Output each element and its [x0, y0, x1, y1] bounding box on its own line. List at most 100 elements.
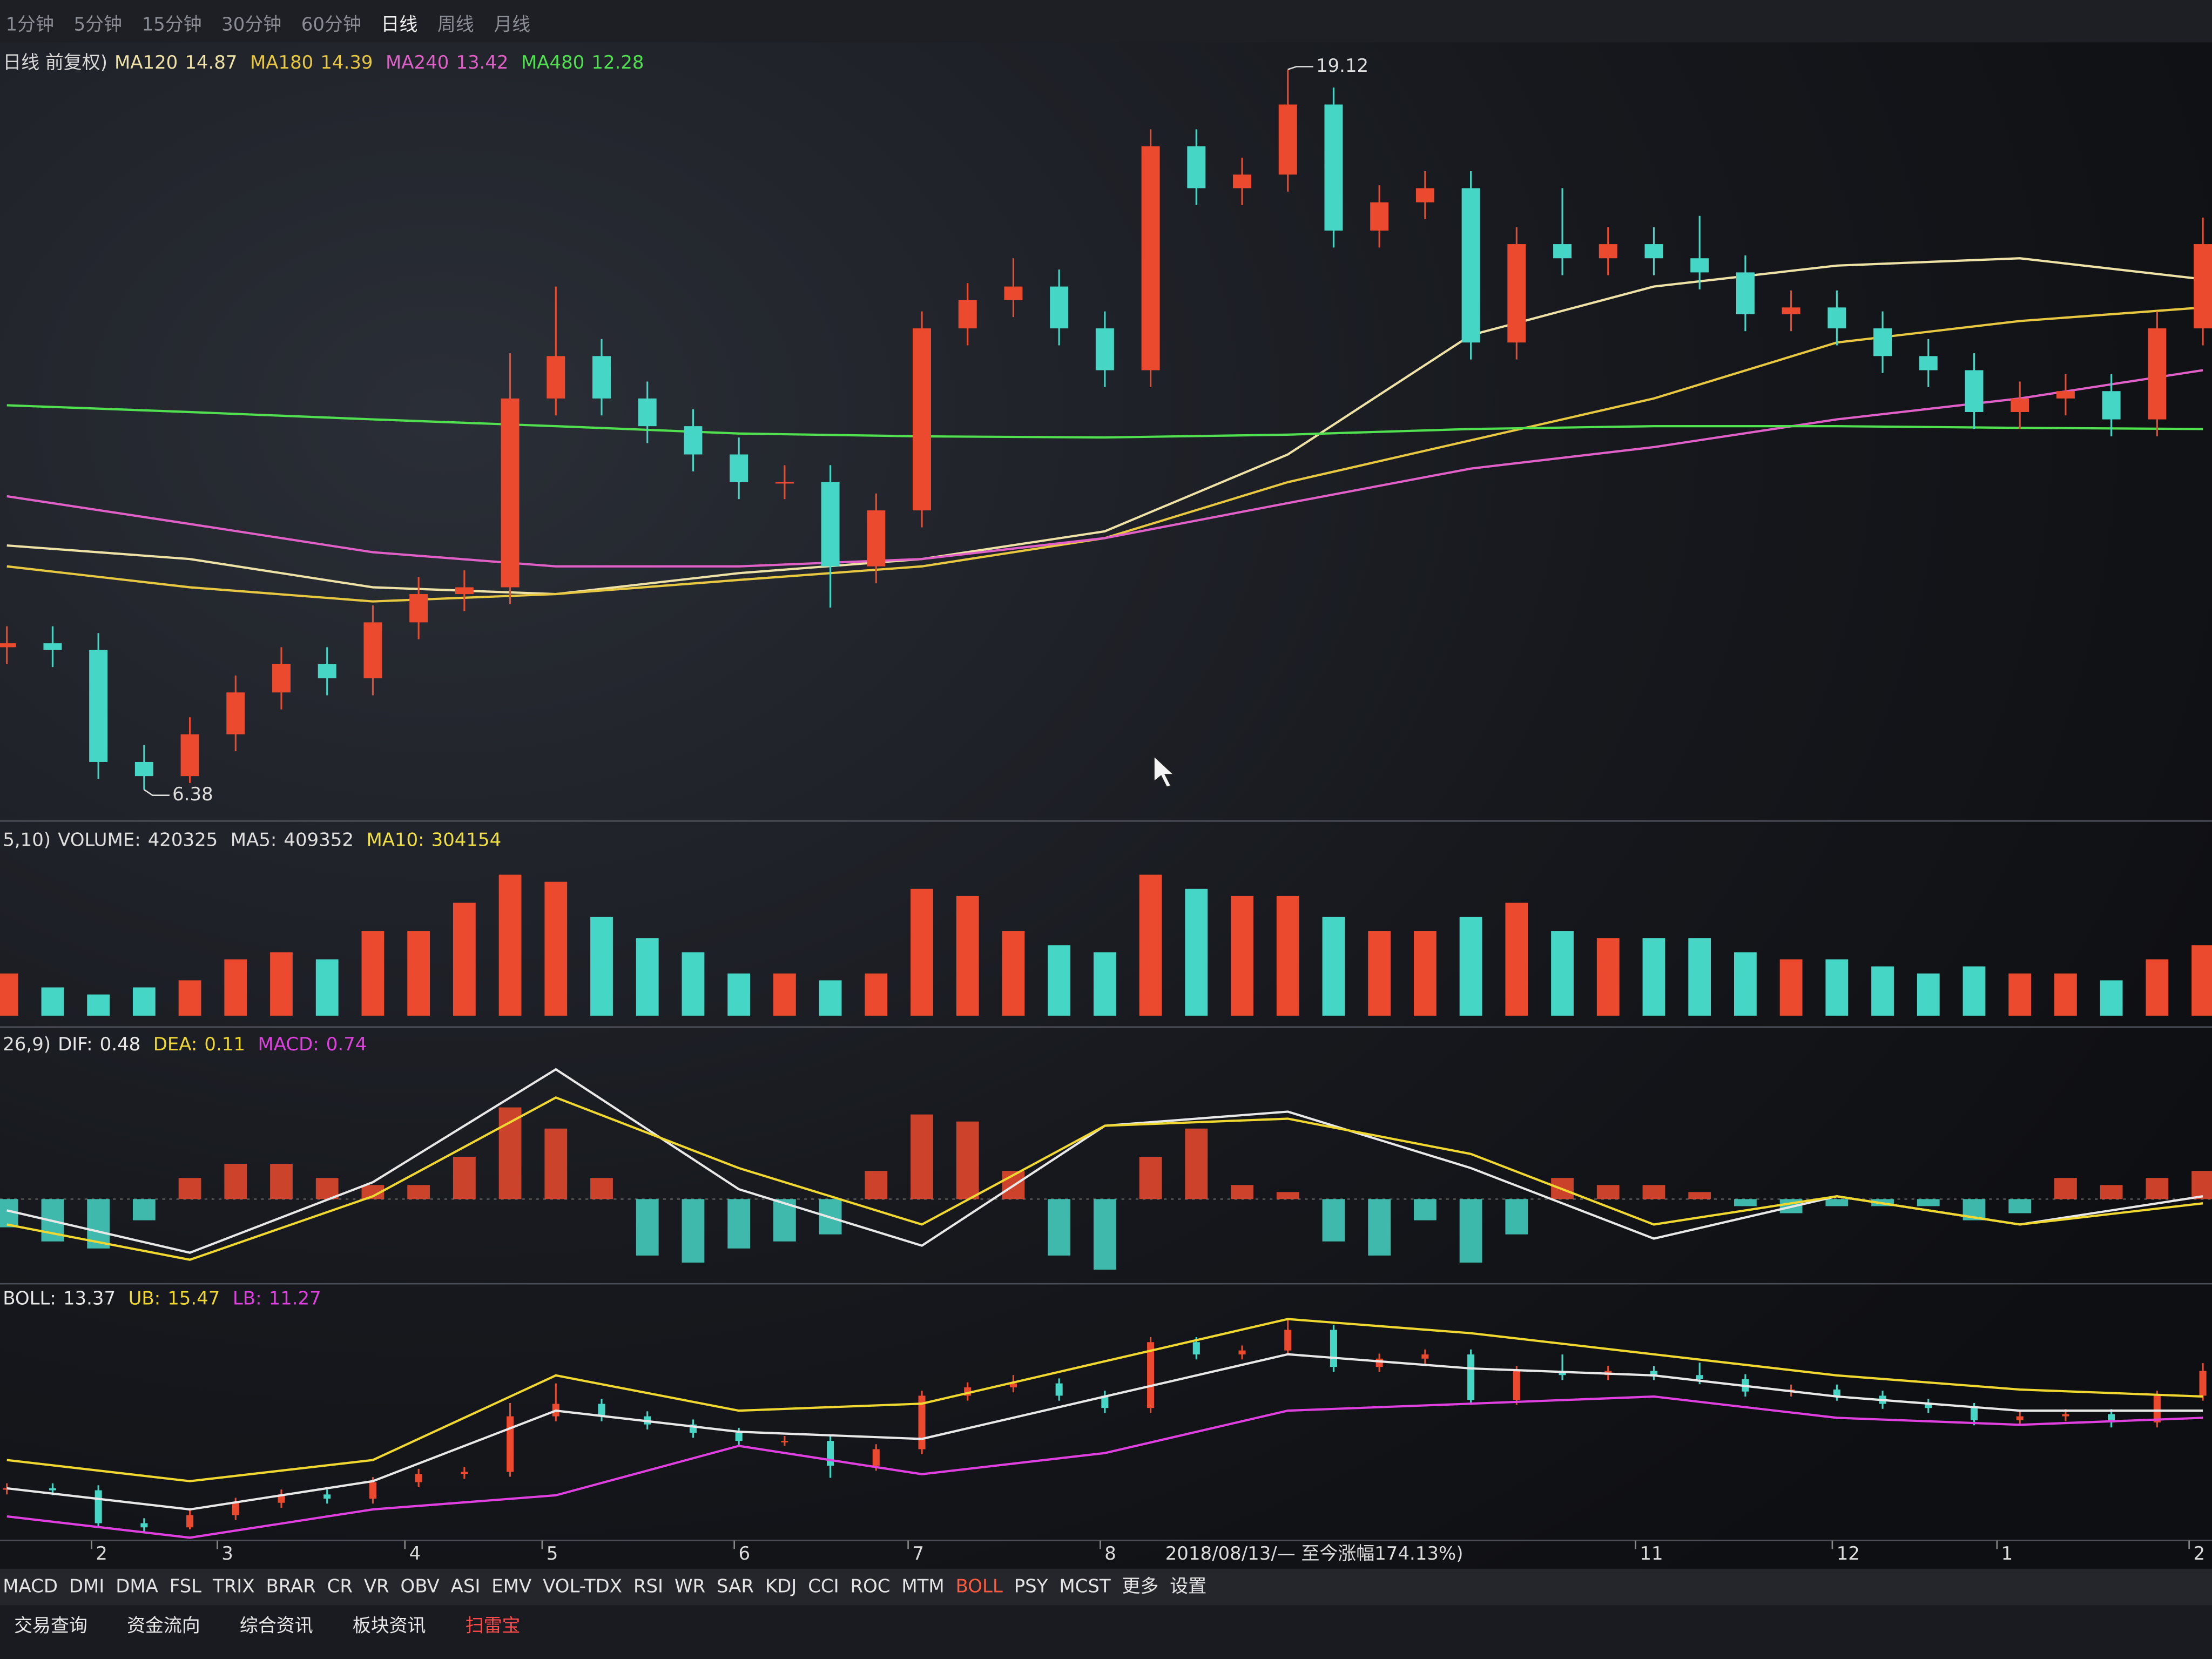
indicator-tab[interactable]: MCST: [1059, 1575, 1111, 1597]
macd-bar: [1139, 1157, 1162, 1199]
candle-body: [1873, 328, 1892, 356]
period-tab[interactable]: 30分钟: [221, 14, 281, 36]
x-tick-label: 12: [1837, 1543, 1860, 1564]
indicator-tab[interactable]: SAR: [717, 1575, 754, 1597]
indicator-tab[interactable]: KDJ: [765, 1575, 797, 1597]
indicator-tab[interactable]: TRIX: [212, 1575, 255, 1597]
volume-bar: [1642, 938, 1665, 1016]
boll-candle-body: [507, 1416, 514, 1472]
volume-bar: [1688, 938, 1711, 1016]
indicator-tab[interactable]: WR: [675, 1575, 705, 1597]
bottom-tab[interactable]: 交易查询: [14, 1615, 87, 1636]
indicator-tab[interactable]: DMA: [116, 1575, 158, 1597]
candle-body: [363, 622, 382, 679]
indicator-tab[interactable]: CR: [327, 1575, 353, 1597]
period-tab[interactable]: 60分钟: [301, 14, 361, 36]
indicator-tab[interactable]: EMV: [491, 1575, 531, 1597]
volume-bar: [819, 980, 842, 1016]
volume-bar: [865, 973, 888, 1016]
boll-candle-body: [1055, 1383, 1063, 1396]
indicator-tab[interactable]: OBV: [401, 1575, 440, 1597]
boll-candle-body: [369, 1482, 376, 1499]
volume-bar: [407, 931, 430, 1016]
macd-bar: [1093, 1199, 1116, 1270]
volume-bar: [2100, 980, 2123, 1016]
period-tab[interactable]: 周线: [437, 14, 474, 36]
x-tick-label: 3: [221, 1543, 233, 1564]
boll-candle-body: [2153, 1395, 2161, 1422]
macd-bar: [2100, 1185, 2123, 1199]
indicator-tab[interactable]: DMI: [69, 1575, 104, 1597]
macd-bar: [1505, 1199, 1528, 1235]
indicator-tab[interactable]: PSY: [1014, 1575, 1048, 1597]
legend-text: 0.11: [204, 1034, 245, 1055]
indicator-tab[interactable]: BRAR: [266, 1575, 315, 1597]
macd-bar: [682, 1199, 705, 1263]
indicator-tab[interactable]: RSI: [633, 1575, 663, 1597]
macd-bar: [178, 1178, 201, 1199]
candle-body: [134, 761, 153, 777]
candle-body: [1233, 174, 1252, 188]
period-tab[interactable]: 15分钟: [142, 14, 202, 36]
bottom-tab[interactable]: 综合资讯: [240, 1615, 313, 1636]
legend-text: 11.27: [269, 1287, 321, 1309]
boll-candle-body: [918, 1395, 926, 1449]
candle-body: [1415, 188, 1434, 203]
indicator-tab[interactable]: VOL-TDX: [543, 1575, 622, 1597]
indicator-line: [6, 404, 2203, 439]
candle-body: [318, 664, 336, 679]
candle-body: [1370, 202, 1389, 231]
legend-text: 420325: [148, 829, 218, 851]
macd-bar: [1322, 1199, 1345, 1242]
x-tick-label: 5: [547, 1543, 558, 1564]
volume-bar: [315, 959, 339, 1016]
legend-text: MA240: [386, 52, 449, 73]
volume-bar: [911, 888, 933, 1016]
bottom-tab[interactable]: 扫雷宝: [466, 1615, 521, 1636]
volume-bar: [0, 973, 18, 1016]
candle-body: [409, 594, 428, 623]
indicator-tab[interactable]: ASI: [451, 1575, 481, 1597]
volume-bar: [1413, 931, 1437, 1016]
candle-body: [821, 482, 840, 567]
indicator-tab[interactable]: VR: [364, 1575, 389, 1597]
macd-bar: [453, 1157, 476, 1199]
volume-bar: [2008, 973, 2032, 1016]
bottom-tab[interactable]: 板块资讯: [353, 1615, 426, 1636]
macd-bar: [270, 1164, 293, 1199]
indicator-tab[interactable]: MACD: [3, 1575, 58, 1597]
period-tab[interactable]: 日线: [381, 14, 417, 36]
candle-body: [592, 356, 611, 399]
bottom-bar: [0, 1605, 2212, 1659]
high-pointer: [1287, 66, 1313, 70]
period-tab[interactable]: 月线: [494, 14, 530, 36]
macd-bar: [636, 1199, 659, 1256]
indicator-tab[interactable]: 设置: [1170, 1575, 1206, 1597]
candle-body: [1187, 146, 1206, 188]
range-note: 2018/08/13/— 至今涨幅174.13%): [1165, 1543, 1464, 1564]
period-tab[interactable]: 1分钟: [5, 14, 53, 36]
indicator-tab[interactable]: ROC: [851, 1575, 891, 1597]
boll-candle-body: [140, 1523, 148, 1528]
boll-candle-body: [1650, 1371, 1657, 1375]
indicator-tab[interactable]: 更多: [1122, 1575, 1159, 1597]
volume-bar: [453, 902, 476, 1016]
indicator-tab[interactable]: CCI: [808, 1575, 839, 1597]
volume-bar: [87, 994, 110, 1016]
mouse-cursor: [1153, 754, 1176, 788]
boll-candle-body: [872, 1449, 880, 1466]
bottom-tab[interactable]: 资金流向: [127, 1615, 200, 1636]
period-tab[interactable]: 5分钟: [73, 14, 122, 36]
high-label: 19.12: [1316, 55, 1368, 77]
indicator-tab[interactable]: BOLL: [956, 1575, 1003, 1597]
indicator-tab[interactable]: FSL: [170, 1575, 201, 1597]
boll-candle-body: [1421, 1354, 1429, 1359]
x-tick-label: 7: [912, 1543, 924, 1564]
candle-body: [455, 587, 474, 595]
legend-text: 日线 前复权): [3, 52, 107, 73]
indicator-tab[interactable]: MTM: [901, 1575, 944, 1597]
candle-body: [638, 398, 657, 427]
legend-text: 15.47: [167, 1287, 220, 1309]
volume-bar: [1093, 952, 1116, 1016]
